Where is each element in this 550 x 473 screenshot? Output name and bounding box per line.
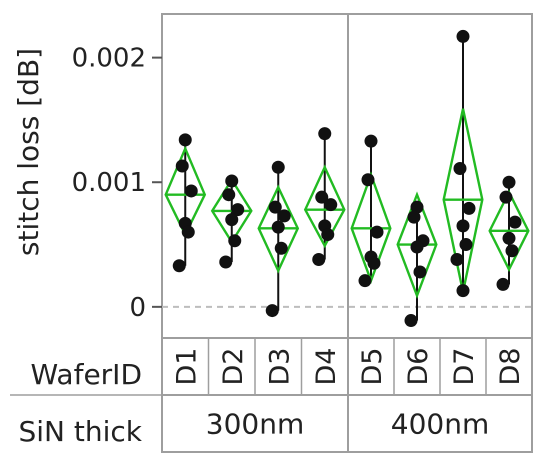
- data-point-D2: [222, 188, 236, 202]
- data-point-D4: [315, 190, 329, 204]
- data-point-D7: [459, 238, 473, 252]
- plot-area: 0.002 0.001 0 D1 D2 D3 D4 D5 D6 D7 D8 300nm 400nm: [10, 13, 533, 453]
- data-point-D4: [318, 127, 332, 141]
- data-point-D6: [404, 314, 418, 328]
- wafer-label-D5: D5: [357, 348, 388, 386]
- wafer-label-D2: D2: [218, 348, 249, 386]
- data-point-D5: [370, 225, 384, 239]
- data-point-D8: [496, 277, 510, 291]
- data-point-D8: [502, 175, 516, 189]
- data-point-D1: [181, 225, 195, 239]
- data-point-D1: [178, 133, 192, 147]
- wafer-label-D7: D7: [449, 348, 480, 386]
- y-axis-label: stitch loss [dB]: [12, 48, 45, 256]
- data-point-D2: [225, 174, 239, 188]
- data-point-D4: [321, 228, 335, 242]
- data-point-D7: [456, 29, 470, 43]
- data-point-D5: [367, 256, 381, 270]
- data-point-D5: [361, 173, 375, 187]
- data-point-D8: [499, 190, 513, 204]
- data-point-D3: [265, 304, 279, 318]
- data-point-D6: [410, 200, 424, 214]
- data-point-D2: [225, 213, 239, 227]
- data-point-D1: [172, 259, 186, 273]
- data-point-D2: [231, 203, 245, 217]
- group-label-400nm: 400nm: [391, 408, 489, 441]
- group-label-300nm: 300nm: [206, 408, 304, 441]
- wafer-label-D1: D1: [171, 348, 202, 386]
- data-point-D1: [175, 159, 189, 173]
- mean-diamond-D3: [257, 184, 300, 274]
- data-point-D5: [358, 274, 372, 288]
- y-tick-label: 0.002: [72, 44, 146, 74]
- data-point-D8: [508, 215, 522, 229]
- data-point-D6: [413, 265, 427, 279]
- wafer-label-D6: D6: [403, 348, 434, 386]
- data-point-D3: [271, 220, 285, 234]
- y-tick-label: 0: [129, 293, 146, 323]
- data-point-D5: [364, 134, 378, 148]
- data-point-D7: [456, 284, 470, 298]
- row-header-sin-thick: SiN thick: [18, 415, 142, 448]
- mean-diamond-D6: [396, 191, 438, 300]
- data-point-D6: [407, 210, 421, 224]
- data-point-D2: [228, 234, 242, 248]
- data-point-D4: [324, 198, 338, 212]
- data-point-D7: [450, 252, 464, 266]
- mean-diamond-D4: [303, 164, 346, 249]
- y-tick-label: 0.001: [72, 168, 146, 198]
- data-point-D7: [456, 219, 470, 233]
- data-point-D8: [505, 244, 519, 258]
- data-point-D3: [274, 241, 288, 255]
- wafer-label-D8: D8: [495, 348, 526, 386]
- data-point-D3: [271, 160, 285, 174]
- wafer-label-D4: D4: [311, 348, 342, 386]
- mean-diamond-D8: [488, 189, 530, 273]
- data-point-D3: [268, 200, 282, 214]
- data-point-D7: [453, 162, 467, 176]
- data-point-D7: [462, 201, 476, 215]
- row-header-waferid: WaferID: [31, 358, 142, 391]
- data-point-D6: [410, 240, 424, 254]
- wafer-label-D3: D3: [264, 348, 295, 386]
- data-point-D2: [219, 255, 233, 269]
- data-point-D1: [184, 184, 198, 198]
- data-point-D4: [312, 252, 326, 266]
- data-point-D8: [502, 231, 516, 245]
- data-point-D3: [277, 209, 291, 223]
